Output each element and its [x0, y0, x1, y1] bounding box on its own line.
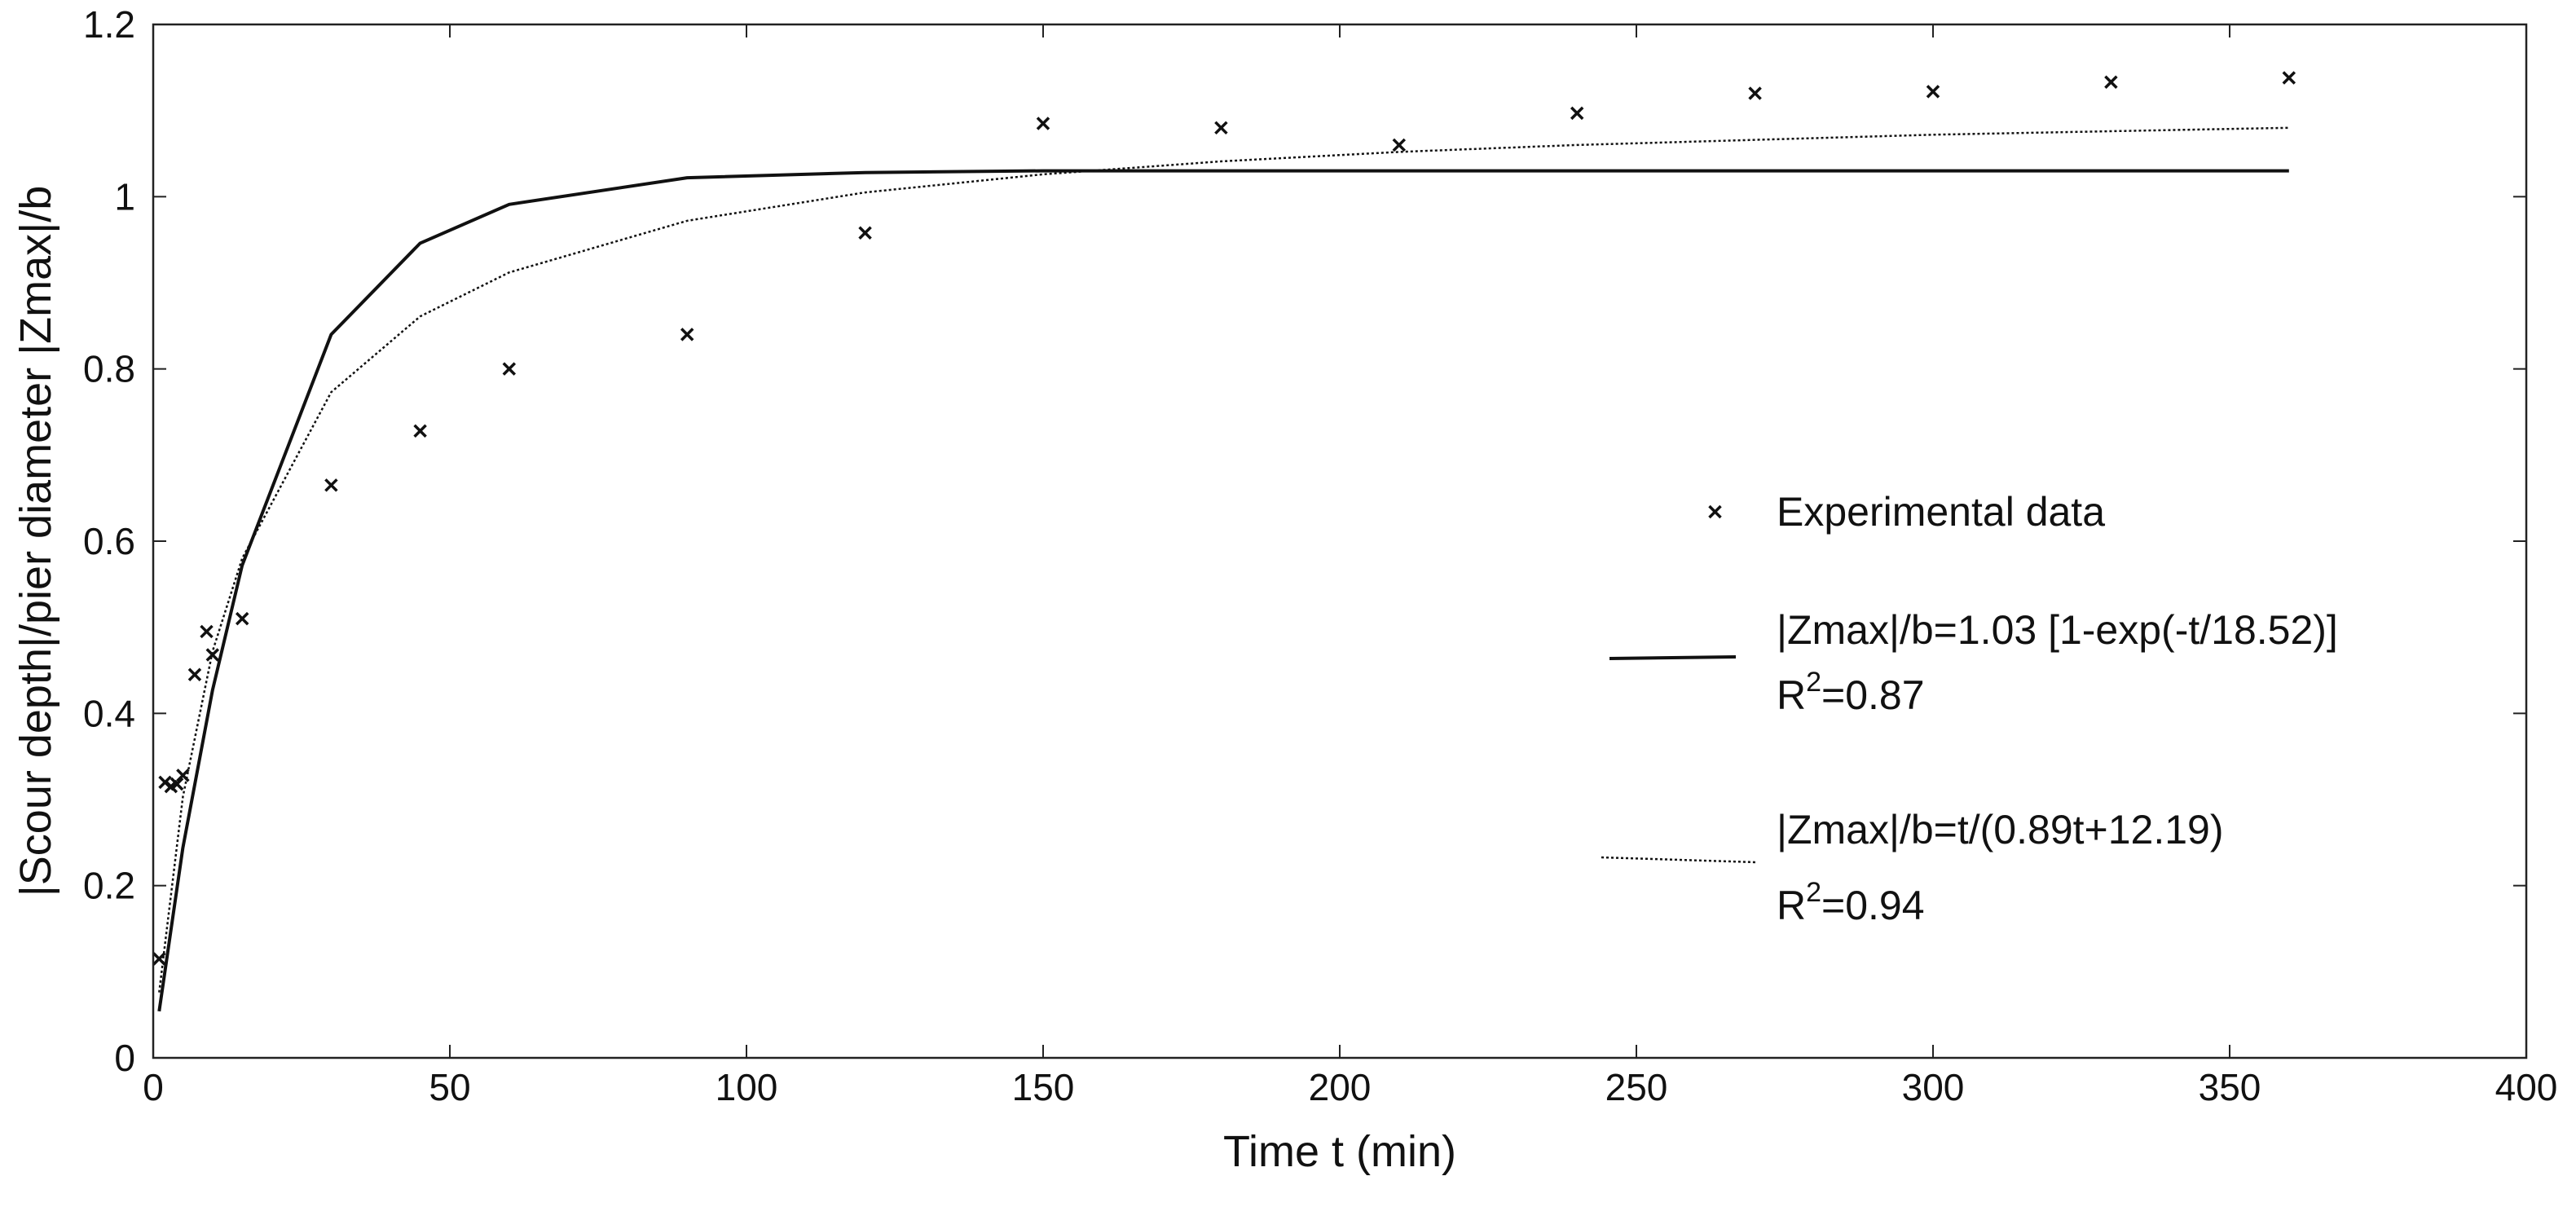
- legend-line-2: [1601, 856, 1757, 864]
- data-point-marker: [205, 648, 220, 662]
- r2-superscript: 2: [1806, 877, 1821, 908]
- plot-background: [153, 24, 2526, 1058]
- data-point-marker: [1214, 121, 1228, 135]
- data-point-marker: [176, 769, 190, 782]
- y-tick-label: 0.2: [83, 865, 135, 907]
- y-tick-label: 0: [114, 1037, 135, 1079]
- legend-r2-1: R2=0.87: [1777, 667, 1925, 718]
- x-tick-label: 50: [429, 1066, 470, 1108]
- x-tick-label: 0: [143, 1066, 164, 1108]
- data-point-marker: [170, 777, 184, 791]
- data-point-marker: [200, 624, 214, 639]
- data-point-marker: [502, 362, 517, 376]
- x-tick-label: 250: [1605, 1066, 1668, 1108]
- series-line-1: [157, 169, 2289, 1012]
- x-axis-label: Time t (min): [1223, 1127, 1456, 1176]
- data-point-marker: [235, 611, 249, 626]
- data-point-marker: [2282, 71, 2296, 85]
- legend-label-2: |Zmax|/b=t/(0.89t+12.19): [1777, 807, 2224, 852]
- axes-frame: [152, 23, 2528, 1059]
- data-point-marker: [413, 424, 427, 438]
- r2-base: R: [1777, 883, 1806, 928]
- x-tick-label: 150: [1012, 1066, 1075, 1108]
- y-axis-label: |Scour depth|/pier diameter |Zmax|/b: [11, 186, 60, 897]
- data-point-marker: [1926, 85, 1940, 99]
- r2-value: =0.94: [1821, 883, 1925, 928]
- series-line-2: [158, 126, 2289, 993]
- r2-base: R: [1777, 672, 1806, 718]
- legend-label-0: Experimental data: [1777, 489, 2105, 535]
- data-point-marker: [1570, 106, 1584, 121]
- y-tick-label: 0.4: [83, 692, 135, 734]
- y-tick-label: 0.8: [83, 348, 135, 390]
- data-point-marker: [858, 226, 872, 240]
- y-tick-label: 1: [114, 175, 135, 218]
- data-point-marker: [187, 667, 202, 682]
- data-point-marker: [2104, 75, 2118, 90]
- data-point-marker: [680, 328, 694, 341]
- plot-area: [153, 24, 2526, 1058]
- r2-superscript: 2: [1806, 667, 1821, 698]
- legend: Experimental data |Zmax|/b=1.03 [1-exp(-t…: [1601, 489, 2338, 928]
- data-point-marker: [1748, 86, 1762, 100]
- data-point-marker: [1036, 117, 1050, 130]
- x-tick-label: 400: [2495, 1066, 2558, 1108]
- x-tick-label: 350: [2199, 1066, 2261, 1108]
- y-tick-label: 0.6: [83, 520, 135, 562]
- x-tick-label: 100: [716, 1066, 778, 1108]
- x-tick-label: 200: [1309, 1066, 1372, 1108]
- data-point-marker: [1392, 138, 1407, 152]
- axis-ticks: 0 50 100 150 200 250 300 350 400 0 0.2 0.4 0.6 0.8 1 1.…: [83, 3, 2557, 1108]
- legend-line-1: [1609, 655, 1737, 660]
- axes-layer: Time t (min) |Scour depth|/pier diameter …: [11, 23, 2528, 1176]
- legend-label-1: |Zmax|/b=1.03 [1-exp(-t/18.52)]: [1777, 607, 2338, 653]
- legend-marker-0: [1708, 504, 1722, 519]
- legend-r2-2: R2=0.94: [1777, 877, 1925, 928]
- series-layer: [152, 71, 2296, 1012]
- r2-value: =0.87: [1821, 672, 1925, 718]
- data-point-marker: [324, 478, 338, 492]
- x-tick-label: 300: [1902, 1066, 1965, 1108]
- y-tick-label: 1.2: [83, 3, 135, 46]
